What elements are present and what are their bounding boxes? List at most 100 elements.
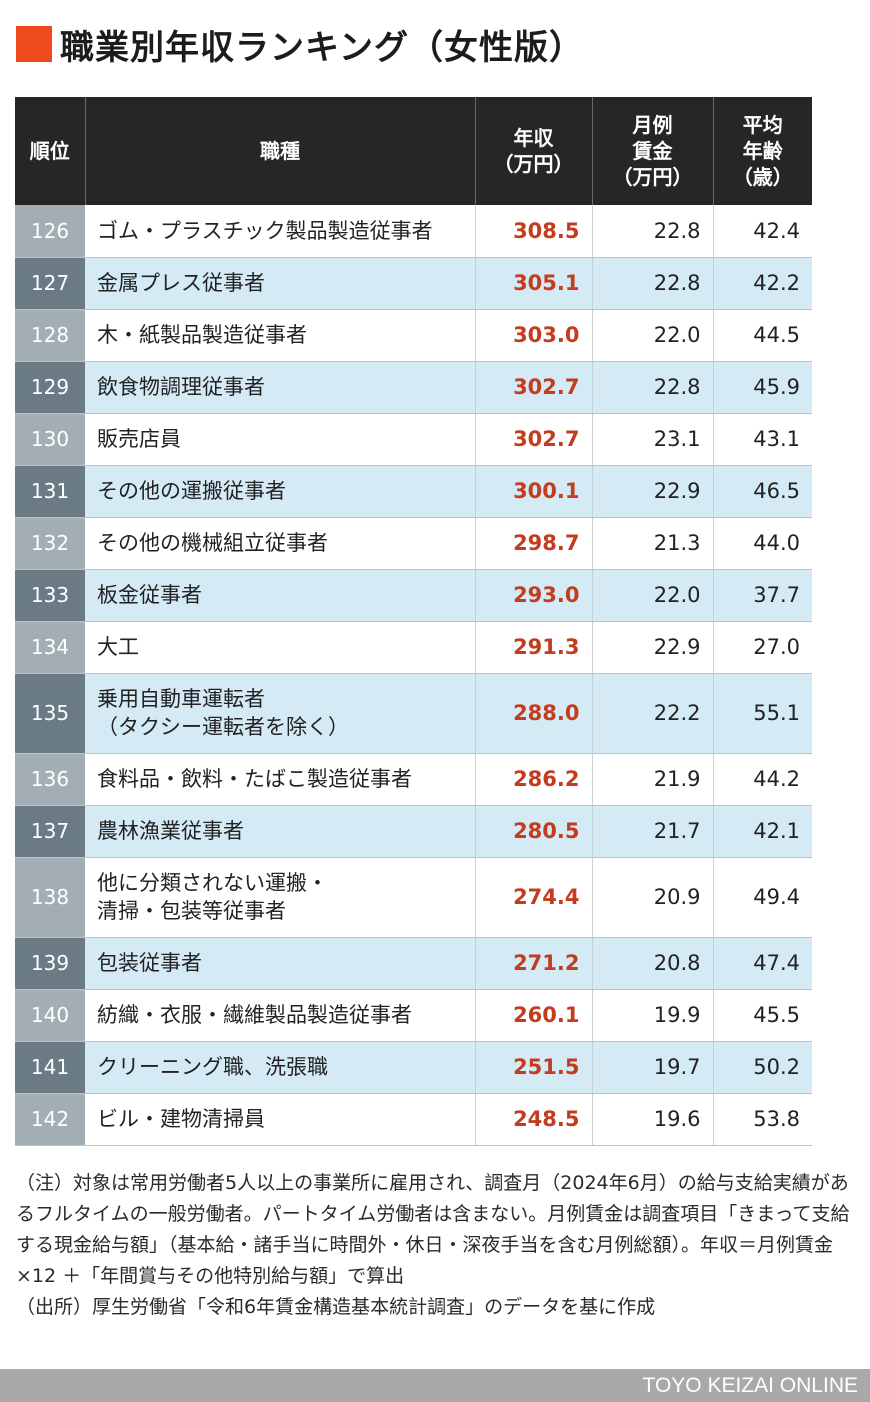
table-row: 136 食料品・飲料・たばこ製造従事者 286.2 21.9 44.2 <box>15 753 812 806</box>
source-text: （出所）厚生労働省「令和6年賃金構造基本統計調査」のデータを基に作成 <box>16 1296 656 1318</box>
header-income: 年収 （万円） <box>475 97 593 205</box>
monthly-wage-cell: 22.2 <box>592 673 714 754</box>
ranking-table: 順位 職種 年収 （万円） 月例 賃金 （万円） 平均 年齢 （歳） 126 ゴム… <box>15 97 812 1146</box>
monthly-wage-cell: 21.7 <box>592 805 714 858</box>
occupation-cell: 板金従事者 <box>85 569 476 622</box>
rank-cell: 140 <box>15 989 85 1042</box>
income-cell: 280.5 <box>475 805 593 858</box>
header-avg-age: 平均 年齢 （歳） <box>713 97 812 205</box>
occupation-cell: ビル・建物清掃員 <box>85 1093 476 1146</box>
rank-cell: 131 <box>15 465 85 518</box>
title-accent-square <box>16 26 52 62</box>
monthly-wage-cell: 22.8 <box>592 361 714 414</box>
income-cell: 248.5 <box>475 1093 593 1146</box>
monthly-wage-cell: 22.8 <box>592 205 714 258</box>
avg-age-cell: 27.0 <box>713 621 812 674</box>
note-text: （注）対象は常用労働者5人以上の事業所に雇用され、調査月（2024年6月）の給与… <box>16 1172 850 1287</box>
rank-cell: 134 <box>15 621 85 674</box>
monthly-wage-cell: 22.0 <box>592 569 714 622</box>
occupation-cell: 他に分類されない運搬・ 清掃・包装等従事者 <box>85 857 476 938</box>
header-rank: 順位 <box>15 97 86 205</box>
rank-cell: 130 <box>15 413 85 466</box>
income-cell: 305.1 <box>475 257 593 310</box>
rank-cell: 141 <box>15 1041 85 1094</box>
table-row: 131 その他の運搬従事者 300.1 22.9 46.5 <box>15 465 812 518</box>
monthly-wage-cell: 19.6 <box>592 1093 714 1146</box>
occupation-cell: その他の機械組立従事者 <box>85 517 476 570</box>
avg-age-cell: 50.2 <box>713 1041 812 1094</box>
rank-cell: 135 <box>15 673 85 754</box>
occupation-cell: 包装従事者 <box>85 937 476 990</box>
avg-age-cell: 44.2 <box>713 753 812 806</box>
page-title: 職業別年収ランキング（女性版） <box>60 27 584 68</box>
avg-age-cell: 44.5 <box>713 309 812 362</box>
income-cell: 288.0 <box>475 673 593 754</box>
income-cell: 293.0 <box>475 569 593 622</box>
title-bar: 職業別年収ランキング（女性版） <box>16 22 584 68</box>
table-row: 126 ゴム・プラスチック製品製造従事者 308.5 22.8 42.4 <box>15 205 812 258</box>
table-row: 137 農林漁業従事者 280.5 21.7 42.1 <box>15 805 812 858</box>
income-cell: 308.5 <box>475 205 593 258</box>
monthly-wage-cell: 20.8 <box>592 937 714 990</box>
occupation-cell: 農林漁業従事者 <box>85 805 476 858</box>
table-row: 142 ビル・建物清掃員 248.5 19.6 53.8 <box>15 1093 812 1146</box>
table-row: 141 クリーニング職、洗張職 251.5 19.7 50.2 <box>15 1041 812 1094</box>
table-row: 128 木・紙製品製造従事者 303.0 22.0 44.5 <box>15 309 812 362</box>
income-cell: 251.5 <box>475 1041 593 1094</box>
avg-age-cell: 53.8 <box>713 1093 812 1146</box>
income-cell: 271.2 <box>475 937 593 990</box>
notes: （注）対象は常用労働者5人以上の事業所に雇用され、調査月（2024年6月）の給与… <box>16 1168 854 1323</box>
occupation-cell: クリーニング職、洗張職 <box>85 1041 476 1094</box>
table-row: 132 その他の機械組立従事者 298.7 21.3 44.0 <box>15 517 812 570</box>
avg-age-cell: 37.7 <box>713 569 812 622</box>
rank-cell: 139 <box>15 937 85 990</box>
occupation-cell: 木・紙製品製造従事者 <box>85 309 476 362</box>
monthly-wage-cell: 22.9 <box>592 621 714 674</box>
header-monthly-wage: 月例 賃金 （万円） <box>592 97 714 205</box>
income-cell: 298.7 <box>475 517 593 570</box>
monthly-wage-cell: 20.9 <box>592 857 714 938</box>
avg-age-cell: 49.4 <box>713 857 812 938</box>
table-row: 134 大工 291.3 22.9 27.0 <box>15 621 812 674</box>
rank-cell: 137 <box>15 805 85 858</box>
header-occupation: 職種 <box>85 97 476 205</box>
avg-age-cell: 45.5 <box>713 989 812 1042</box>
rank-cell: 142 <box>15 1093 85 1146</box>
occupation-cell: 金属プレス従事者 <box>85 257 476 310</box>
table-body: 126 ゴム・プラスチック製品製造従事者 308.5 22.8 42.4 127 金属プレス… <box>15 205 812 1146</box>
avg-age-cell: 55.1 <box>713 673 812 754</box>
avg-age-cell: 44.0 <box>713 517 812 570</box>
table-row: 140 紡織・衣服・繊維製品製造従事者 260.1 19.9 45.5 <box>15 989 812 1042</box>
table-row: 133 板金従事者 293.0 22.0 37.7 <box>15 569 812 622</box>
income-cell: 291.3 <box>475 621 593 674</box>
occupation-cell: ゴム・プラスチック製品製造従事者 <box>85 205 476 258</box>
table-header: 順位 職種 年収 （万円） 月例 賃金 （万円） 平均 年齢 （歳） <box>15 97 812 205</box>
avg-age-cell: 45.9 <box>713 361 812 414</box>
income-cell: 274.4 <box>475 857 593 938</box>
occupation-cell: 乗用自動車運転者 （タクシー運転者を除く） <box>85 673 476 754</box>
rank-cell: 138 <box>15 857 85 938</box>
income-cell: 260.1 <box>475 989 593 1042</box>
income-cell: 302.7 <box>475 361 593 414</box>
table-row: 129 飲食物調理従事者 302.7 22.8 45.9 <box>15 361 812 414</box>
income-cell: 300.1 <box>475 465 593 518</box>
avg-age-cell: 42.4 <box>713 205 812 258</box>
table-row: 139 包装従事者 271.2 20.8 47.4 <box>15 937 812 990</box>
occupation-cell: 大工 <box>85 621 476 674</box>
monthly-wage-cell: 22.0 <box>592 309 714 362</box>
occupation-cell: 食料品・飲料・たばこ製造従事者 <box>85 753 476 806</box>
avg-age-cell: 42.2 <box>713 257 812 310</box>
avg-age-cell: 42.1 <box>713 805 812 858</box>
monthly-wage-cell: 22.8 <box>592 257 714 310</box>
table-row: 135 乗用自動車運転者 （タクシー運転者を除く） 288.0 22.2 55.1 <box>15 673 812 754</box>
occupation-cell: 販売店員 <box>85 413 476 466</box>
rank-cell: 132 <box>15 517 85 570</box>
income-cell: 302.7 <box>475 413 593 466</box>
monthly-wage-cell: 23.1 <box>592 413 714 466</box>
rank-cell: 128 <box>15 309 85 362</box>
monthly-wage-cell: 19.9 <box>592 989 714 1042</box>
monthly-wage-cell: 21.9 <box>592 753 714 806</box>
table-row: 138 他に分類されない運搬・ 清掃・包装等従事者 274.4 20.9 49.4 <box>15 857 812 938</box>
avg-age-cell: 43.1 <box>713 413 812 466</box>
monthly-wage-cell: 19.7 <box>592 1041 714 1094</box>
